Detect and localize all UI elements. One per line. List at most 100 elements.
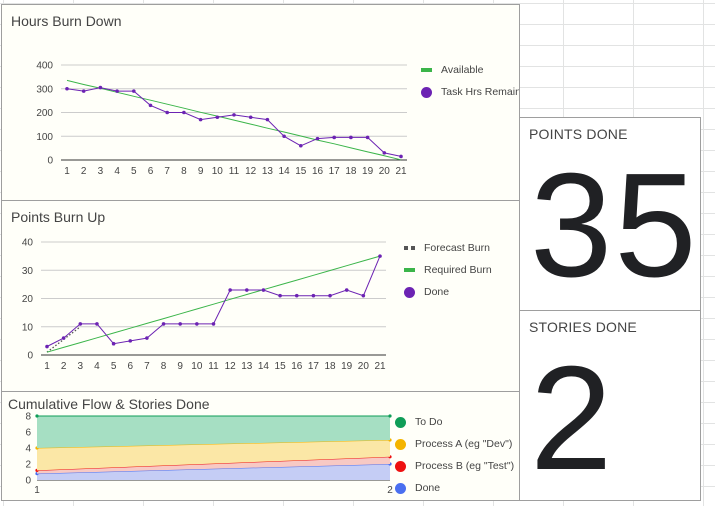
- y-tick-label: 10: [22, 322, 34, 333]
- legend-swatch: [421, 68, 432, 72]
- x-tick-label: 1: [64, 166, 70, 177]
- legend-label: Required Burn: [424, 264, 492, 276]
- legend-label: Process B (eg "Test"): [415, 460, 515, 472]
- x-tick-label: 6: [127, 361, 133, 372]
- y-tick-label: 6: [25, 428, 31, 439]
- x-tick-label: 14: [279, 166, 291, 177]
- x-tick-label: 1: [44, 361, 50, 372]
- area-band: [37, 416, 390, 448]
- x-tick-label: 2: [61, 361, 67, 372]
- legend-label: Done: [415, 482, 441, 494]
- x-tick-label: 15: [295, 166, 307, 177]
- legend-label: Done: [424, 286, 450, 298]
- chart-title: Hours Burn Down: [11, 13, 122, 29]
- legend-label: Process A (eg "Dev"): [415, 438, 513, 450]
- x-tick-label: 18: [324, 361, 336, 372]
- chart-title: Points Burn Up: [11, 209, 106, 225]
- data-point: [232, 113, 236, 117]
- legend-label: Available: [441, 64, 484, 76]
- x-tick-label: 12: [225, 361, 237, 372]
- data-point: [178, 322, 182, 326]
- area-band: [37, 456, 390, 474]
- data-point: [35, 414, 39, 418]
- data-point: [65, 86, 69, 91]
- x-tick-label: 18: [345, 166, 357, 177]
- x-tick-label: 17: [308, 361, 320, 372]
- data-point: [161, 322, 166, 326]
- legend-swatch: [395, 483, 406, 494]
- x-tick-label: 19: [362, 166, 374, 177]
- stories-done-card[interactable]: STORIES DONE 2: [519, 310, 701, 501]
- y-tick-label: 30: [22, 266, 34, 277]
- x-tick-label: 11: [208, 361, 219, 372]
- x-tick-label: 16: [312, 166, 324, 177]
- points-burn-up-chart[interactable]: Points Burn Up 0 10 20 30 40 1 2 3 4 5 6 7 8 9 10 11 12 1…: [1, 200, 520, 392]
- x-tick-label: 8: [181, 166, 187, 177]
- data-point: [299, 143, 303, 148]
- stories-done-value: 2: [530, 336, 615, 501]
- data-point: [328, 293, 332, 298]
- chart-title: Cumulative Flow & Stories Done: [8, 396, 210, 412]
- series-line: [66, 87, 402, 157]
- data-point: [165, 110, 169, 115]
- y-tick-label: 0: [47, 156, 53, 167]
- x-tick-label: 6: [148, 166, 154, 177]
- x-tick-label: 21: [395, 166, 407, 177]
- hours-burn-down-chart[interactable]: Hours Burn Down 0 100 200 300 400 1 2 3 4 5 6 7 8 9 10…: [1, 4, 520, 201]
- x-tick-label: 8: [161, 361, 167, 372]
- area-band: [37, 464, 390, 480]
- x-tick-label: 9: [198, 166, 204, 177]
- data-point: [282, 134, 286, 139]
- data-point: [78, 322, 83, 326]
- data-point: [215, 115, 220, 120]
- data-point: [111, 341, 116, 346]
- x-tick-label: 12: [245, 166, 257, 177]
- data-point: [399, 154, 403, 159]
- x-tick-label: 19: [341, 361, 353, 372]
- data-point: [228, 288, 232, 292]
- legend-swatch: [404, 268, 415, 272]
- data-point: [95, 322, 99, 326]
- y-tick-label: 0: [27, 351, 33, 362]
- data-point: [245, 288, 249, 292]
- cumulative-flow-chart[interactable]: Cumulative Flow & Stories Done 0 2 4 6 8 1 2 T…: [1, 391, 520, 501]
- x-tick-label: 11: [229, 166, 240, 177]
- y-tick-label: 2: [25, 460, 31, 471]
- y-tick-label: 300: [36, 84, 53, 95]
- points-done-label: POINTS DONE: [529, 126, 628, 142]
- legend-swatch: [404, 246, 415, 250]
- legend-swatch: [421, 87, 432, 98]
- data-point: [128, 339, 133, 343]
- flow-chart-plot: 0 2 4 6 8 1 2: [25, 412, 393, 497]
- data-point: [344, 288, 349, 292]
- x-tick-label: 5: [111, 361, 117, 372]
- points-done-value: 35: [530, 143, 699, 308]
- x-tick-label: 13: [262, 166, 274, 177]
- y-tick-label: 0: [25, 476, 31, 487]
- stories-done-label: STORIES DONE: [529, 319, 637, 335]
- points-done-card[interactable]: POINTS DONE 35: [519, 117, 701, 311]
- data-point: [145, 336, 149, 340]
- x-tick-label: 1: [34, 485, 40, 496]
- data-point: [261, 288, 266, 292]
- data-point: [332, 135, 337, 140]
- series-line: [46, 255, 381, 347]
- series-line: [36, 463, 391, 475]
- legend-label: Forecast Burn: [424, 242, 490, 254]
- data-point: [378, 254, 382, 258]
- data-point: [182, 110, 186, 115]
- data-point: [382, 151, 387, 155]
- data-point: [365, 135, 370, 140]
- x-tick-label: 21: [374, 361, 386, 372]
- data-point: [195, 322, 199, 326]
- data-point: [132, 89, 136, 93]
- data-point: [388, 414, 392, 418]
- series-line: [66, 79, 402, 161]
- y-tick-label: 200: [36, 108, 53, 119]
- x-tick-label: 2: [81, 166, 87, 177]
- legend-swatch: [404, 287, 415, 298]
- data-point: [61, 336, 66, 340]
- y-tick-label: 40: [22, 238, 34, 249]
